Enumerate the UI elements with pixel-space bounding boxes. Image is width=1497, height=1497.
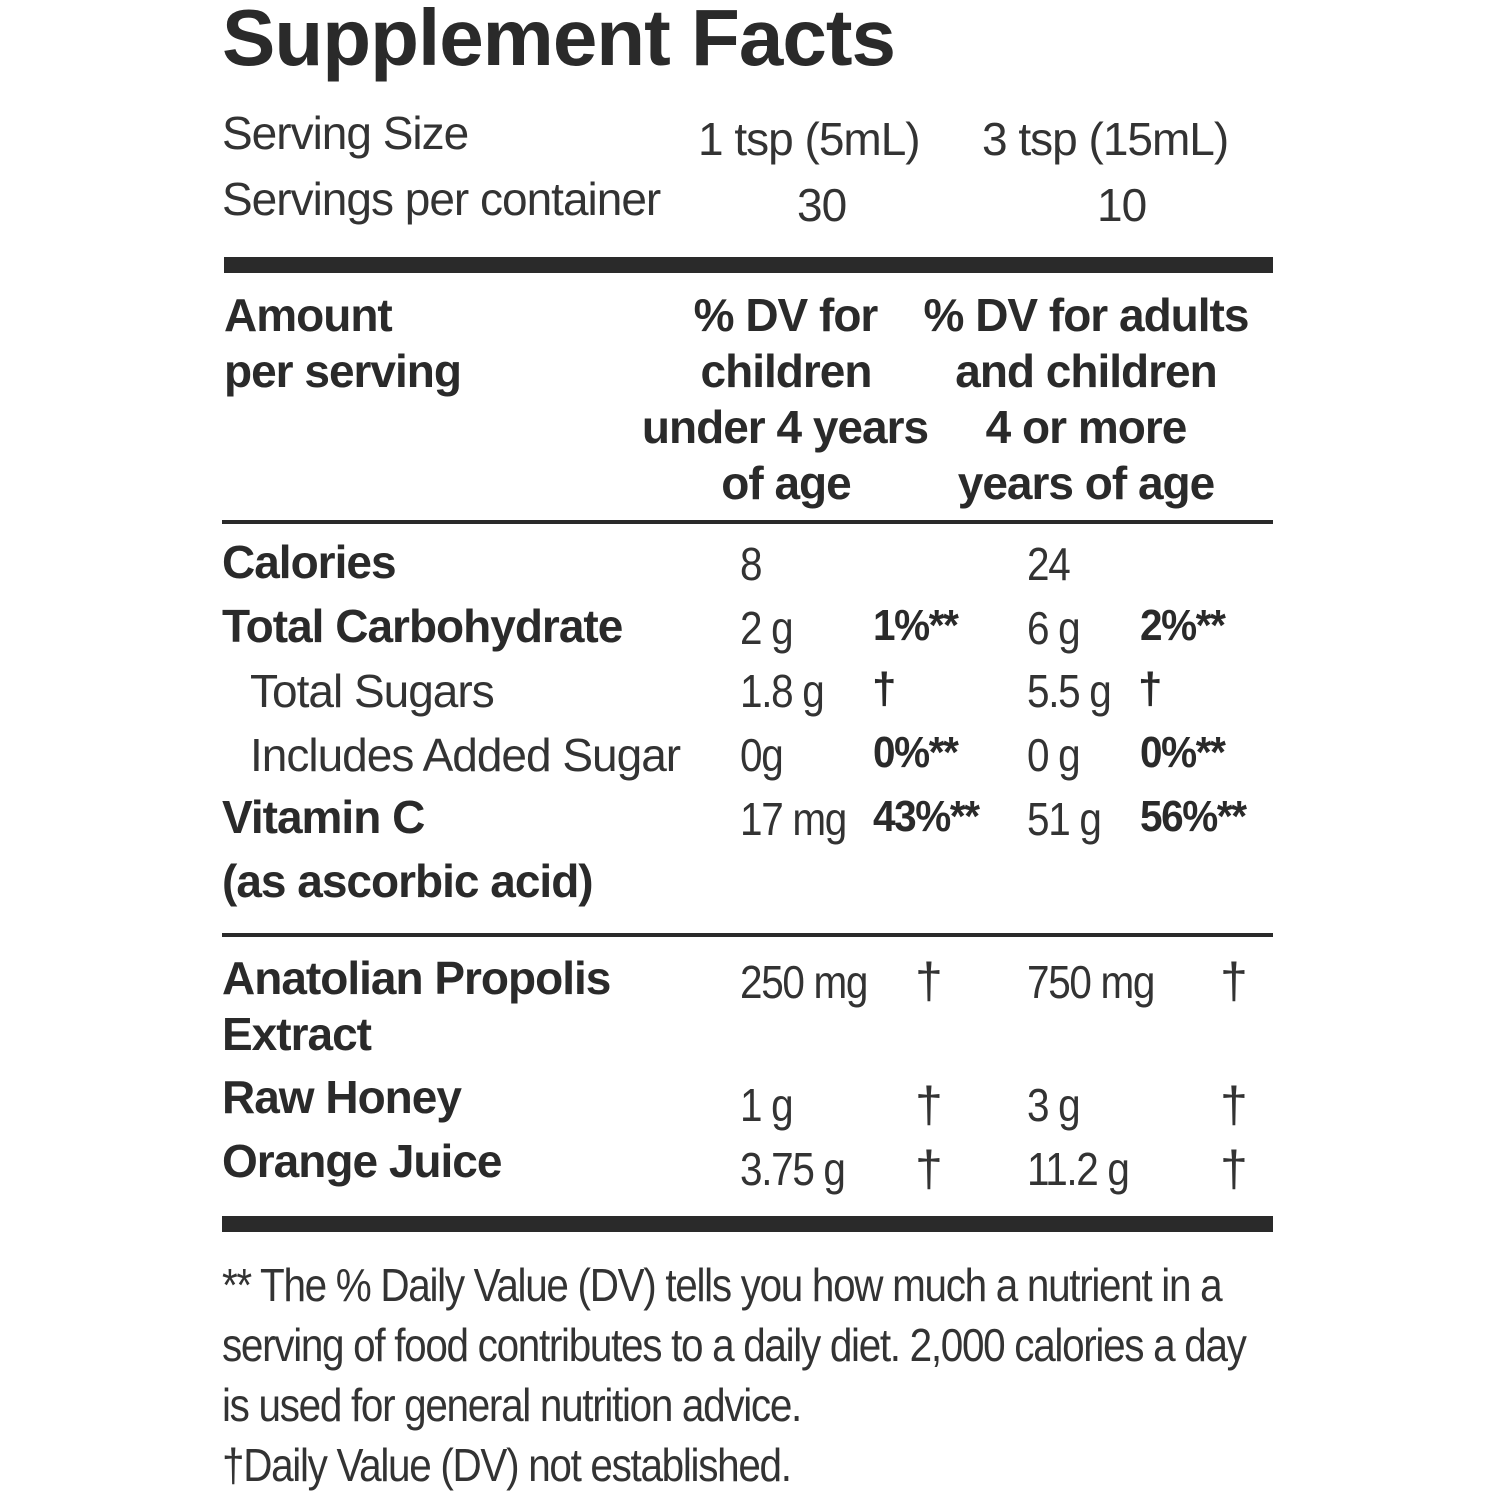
nutrient-dv2-total-carbohydrate: 2%** [1140, 601, 1226, 650]
divider-header [222, 520, 1273, 524]
amount-header-line2: per serving [224, 345, 462, 397]
thick-divider-bottom [222, 1216, 1273, 1232]
ingredient-amt1-orange-juice: 3.75 g [740, 1143, 846, 1195]
dv-children-header-line4: of age [721, 457, 851, 509]
nutrient-dv1-total-sugars: † [872, 664, 897, 713]
ingredient-dv2-orange-juice: † [1220, 1141, 1248, 1197]
ingredient-name-raw-honey: Raw Honey [222, 1071, 462, 1123]
servings-per-container-col2: 10 [1097, 179, 1147, 231]
dv-children-header: % DV for children under 4 years of age [620, 287, 950, 511]
footnote-line1: ** The % Daily Value (DV) tells you how … [222, 1259, 1223, 1311]
nutrient-dv2-added-sugar: 0%** [1140, 728, 1226, 777]
ingredient-dv1-orange-juice: † [915, 1141, 943, 1197]
serving-size-col1: 1 tsp (5mL) [698, 113, 921, 165]
ingredient-name-propolis-line1: Anatolian Propolis [222, 952, 611, 1004]
footnote-line3: is used for general nutrition advice. [222, 1379, 802, 1431]
footnote-line2: serving of food contributes to a daily d… [222, 1319, 1247, 1371]
dv-adults-header-line4: years of age [957, 457, 1215, 509]
dv-adults-header-line1: % DV for adults [923, 289, 1250, 341]
nutrient-name-total-carbohydrate: Total Carbohydrate [222, 600, 623, 652]
nutrient-amt2-calories: 24 [1027, 538, 1071, 590]
dv-adults-header-line3: 4 or more [985, 401, 1188, 453]
nutrient-amt1-vitamin-c: 17 mg [740, 793, 847, 845]
nutrient-dv1-vitamin-c: 43%** [873, 792, 980, 841]
ingredient-amt1-raw-honey: 1 g [740, 1079, 794, 1131]
ingredient-name-propolis-line2: Extract [222, 1008, 372, 1060]
nutrient-amt2-vitamin-c: 51 g [1027, 793, 1102, 845]
servings-per-container-label: Servings per container [222, 173, 661, 225]
nutrient-name-added-sugar: Includes Added Sugar [250, 729, 681, 781]
nutrient-amt1-calories: 8 [740, 538, 763, 590]
ingredient-name-orange-juice: Orange Juice [222, 1135, 502, 1187]
dv-children-header-line1: % DV for [693, 289, 879, 341]
divider-ingredients [222, 933, 1273, 937]
amount-header-line1: Amount [224, 289, 393, 341]
footnotes: ** The % Daily Value (DV) tells you how … [222, 1255, 1278, 1495]
dv-adults-header: % DV for adults and children 4 or more y… [906, 287, 1266, 511]
nutrient-amt1-total-sugars: 1.8 g [740, 665, 825, 717]
ingredient-amt2-raw-honey: 3 g [1027, 1079, 1081, 1131]
nutrient-name-total-sugars: Total Sugars [250, 665, 495, 717]
footnote-line4: †Daily Value (DV) not established. [222, 1439, 792, 1491]
ingredient-dv1-raw-honey: † [915, 1077, 943, 1133]
ingredient-dv2-raw-honey: † [1220, 1077, 1248, 1133]
ingredient-dv2-propolis: † [1220, 953, 1248, 1009]
nutrient-name-ascorbic-acid: (as ascorbic acid) [222, 855, 594, 907]
dv-children-header-line3: under 4 years [641, 401, 929, 453]
nutrient-amt1-added-sugar: 0g [740, 729, 784, 781]
serving-size-col2: 3 tsp (15mL) [982, 113, 1229, 165]
nutrient-dv1-added-sugar: 0%** [873, 728, 959, 777]
ingredient-amt1-propolis: 250 mg [740, 956, 868, 1008]
nutrient-amt2-added-sugar: 0 g [1027, 729, 1081, 781]
ingredient-dv1-propolis: † [915, 953, 943, 1009]
nutrient-name-vitamin-c: Vitamin C [222, 791, 425, 843]
nutrient-name-calories: Calories [222, 536, 397, 588]
ingredient-amt2-propolis: 750 mg [1027, 956, 1155, 1008]
dv-adults-header-line2: and children [955, 345, 1217, 397]
panel-title: Supplement Facts [222, 0, 896, 82]
nutrient-amt2-total-sugars: 5.5 g [1027, 665, 1112, 717]
nutrient-dv2-total-sugars: † [1138, 664, 1163, 713]
nutrient-dv2-vitamin-c: 56%** [1140, 792, 1247, 841]
nutrient-dv1-total-carbohydrate: 1%** [873, 601, 959, 650]
ingredient-name-propolis: Anatolian Propolis Extract [222, 950, 611, 1062]
nutrient-amt2-total-carbohydrate: 6 g [1027, 602, 1081, 654]
dv-children-header-line2: children [700, 345, 873, 397]
ingredient-amt2-orange-juice: 11.2 g [1027, 1143, 1130, 1195]
servings-per-container-col1: 30 [797, 179, 847, 231]
nutrient-amt1-total-carbohydrate: 2 g [740, 602, 794, 654]
serving-size-label: Serving Size [222, 107, 469, 159]
amount-per-serving-header: Amount per serving [224, 287, 462, 399]
thick-divider-top [224, 257, 1273, 273]
